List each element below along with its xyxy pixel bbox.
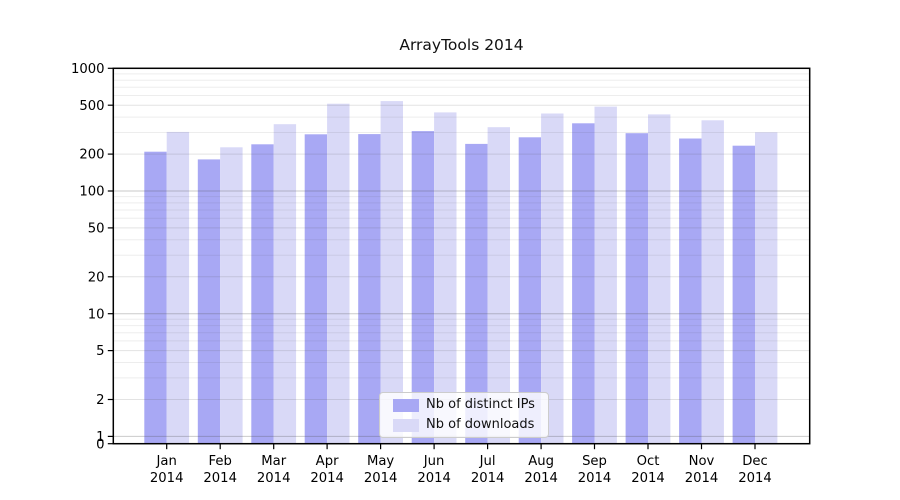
bar bbox=[380, 101, 403, 444]
legend-label-downloads: Nb of downloads bbox=[426, 417, 535, 432]
x-tick-label-month: Jun bbox=[423, 454, 445, 469]
x-tick-label-month: Apr bbox=[316, 454, 339, 469]
bar bbox=[166, 131, 190, 444]
bar bbox=[755, 132, 778, 444]
bar bbox=[327, 103, 350, 444]
x-tick-label-year: 2014 bbox=[150, 471, 184, 486]
x-tick-label-month: Jan bbox=[156, 454, 177, 469]
bar bbox=[144, 151, 167, 444]
legend-swatch-downloads-icon bbox=[393, 418, 419, 432]
bar bbox=[358, 134, 381, 444]
x-tick-label-month: May bbox=[367, 454, 394, 469]
y-tick-label: 1000 bbox=[71, 62, 105, 77]
y-tick-label: 200 bbox=[79, 148, 104, 163]
bar bbox=[465, 143, 488, 444]
y-tick-label: 20 bbox=[88, 270, 105, 285]
legend-item-distinct-ips: Nb of distinct IPs bbox=[393, 398, 535, 412]
gridlines bbox=[113, 73, 810, 437]
x-tick-label-year: 2014 bbox=[685, 471, 719, 486]
bar bbox=[541, 113, 564, 444]
y-tick-label: 50 bbox=[88, 222, 105, 237]
x-tick-label-year: 2014 bbox=[631, 471, 665, 486]
x-tick-label-year: 2014 bbox=[257, 471, 291, 486]
x-tick-label-month: Sep bbox=[582, 454, 607, 469]
y-tick-label: 500 bbox=[79, 99, 104, 114]
x-tick-label-month: Nov bbox=[689, 454, 715, 469]
x-tick-label-month: Oct bbox=[637, 454, 660, 469]
plot-frame bbox=[112, 67, 811, 445]
y-axis-labels: 1000 500 200 100 50 20 10 5 2 10 bbox=[71, 62, 105, 452]
x-tick-label-year: 2014 bbox=[310, 471, 344, 486]
x-tick-label-year: 2014 bbox=[417, 471, 451, 486]
bar bbox=[487, 127, 510, 444]
bar bbox=[701, 120, 724, 444]
y-tick-label: 1 bbox=[96, 430, 104, 445]
x-tick-label-month: Mar bbox=[261, 454, 286, 469]
y-tick-label: 10 bbox=[88, 307, 105, 322]
bar bbox=[220, 147, 243, 444]
x-axis-labels: Jan 2014 Feb 2014 Mar 2014 Apr 2014 May 2014 Jun 20… bbox=[150, 454, 772, 486]
legend-item-downloads: Nb of downloads bbox=[393, 418, 535, 432]
axes bbox=[107, 67, 811, 450]
x-tick-label-year: 2014 bbox=[738, 471, 772, 486]
bar bbox=[594, 106, 617, 444]
bars bbox=[144, 101, 778, 444]
bars-series-1 bbox=[166, 101, 778, 444]
bars-series-0 bbox=[144, 123, 755, 444]
bar bbox=[411, 131, 435, 444]
bar bbox=[679, 138, 702, 444]
x-tick-label-year: 2014 bbox=[471, 471, 505, 486]
x-tick-label-year: 2014 bbox=[578, 471, 612, 486]
x-tick-label-month: Feb bbox=[209, 454, 232, 469]
y-tick-label: 5 bbox=[96, 344, 104, 359]
bar bbox=[304, 134, 328, 444]
legend-swatch-distinct-ips-icon bbox=[393, 398, 419, 412]
bar bbox=[251, 144, 274, 444]
y-tick-label: 100 bbox=[79, 185, 104, 200]
x-tick-label-month: Jul bbox=[479, 454, 496, 469]
bar bbox=[732, 145, 755, 444]
x-tick-label-month: Aug bbox=[528, 454, 554, 469]
x-tick-label-year: 2014 bbox=[364, 471, 398, 486]
bar bbox=[197, 159, 221, 444]
bar bbox=[434, 112, 457, 444]
bar bbox=[518, 137, 542, 444]
legend: Nb of distinct IPs Nb of downloads bbox=[379, 392, 549, 438]
legend-label-distinct-ips: Nb of distinct IPs bbox=[426, 397, 535, 412]
x-tick-label-year: 2014 bbox=[524, 471, 558, 486]
bar bbox=[273, 124, 297, 444]
bar bbox=[648, 114, 671, 444]
y-tick-label: 2 bbox=[96, 393, 104, 408]
x-tick-label-year: 2014 bbox=[203, 471, 237, 486]
chart-title: ArrayTools 2014 bbox=[399, 36, 524, 54]
x-tick-label-month: Dec bbox=[742, 454, 768, 469]
bar bbox=[572, 123, 595, 444]
bar bbox=[625, 133, 648, 444]
y-tick-label: 0 bbox=[96, 437, 104, 452]
